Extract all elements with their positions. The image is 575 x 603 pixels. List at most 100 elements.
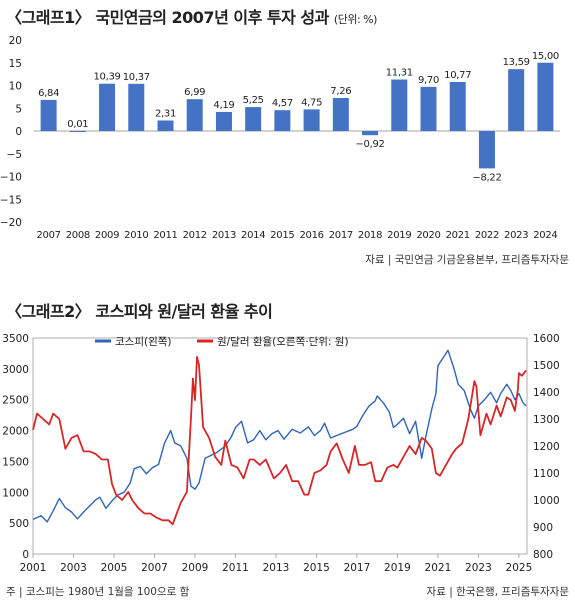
bar-value-label: 7,26 (330, 86, 351, 97)
x-tick-label: 2009 (95, 230, 119, 241)
x-tick-label: 2017 (329, 230, 353, 241)
x-tick-label: 2019 (387, 230, 411, 241)
bar-value-label: −8,22 (472, 172, 501, 183)
bar-value-label: 6,99 (184, 87, 205, 98)
y-tick-label: 15 (9, 58, 22, 70)
bar-value-label: 2,31 (155, 108, 176, 119)
x-tick-label: 2021 (446, 230, 470, 241)
bar-value-label: 6,84 (38, 88, 59, 99)
bar (303, 109, 320, 131)
bar (274, 110, 291, 131)
x-tick-label: 2025 (506, 562, 533, 574)
x-tick-label: 2013 (263, 562, 290, 574)
y-tick-label: 20 (9, 35, 22, 47)
chart1-unit: (단위: %) (333, 13, 377, 26)
bar (157, 120, 174, 131)
bar (478, 131, 495, 169)
y-right-tick-label: 900 (533, 522, 553, 534)
x-tick-label: 2014 (241, 230, 265, 241)
y-right-tick-label: 1400 (533, 387, 560, 399)
y-left-tick-label: 3500 (2, 333, 29, 345)
bar (449, 81, 466, 131)
y-left-tick-label: 500 (9, 518, 29, 530)
bar-value-label: 13,59 (503, 57, 530, 68)
bar-value-label: −0,92 (355, 139, 384, 150)
bar (215, 111, 232, 131)
bar-value-label: 0,01 (67, 119, 88, 130)
y-right-tick-label: 1100 (533, 468, 560, 480)
y-left-tick-label: 2500 (2, 395, 29, 407)
x-tick-label: 2005 (101, 562, 128, 574)
y-right-tick-label: 1500 (533, 360, 560, 372)
legend-label: 코스피(왼쪽) (115, 336, 172, 348)
y-left-tick-label: 2000 (2, 426, 29, 438)
chart1-title: 〈그래프1〉 국민연금의 2007년 이후 투자 성과 (단위: %) (6, 4, 377, 28)
bar-value-label: 15,00 (532, 51, 559, 62)
x-tick-label: 2023 (465, 562, 492, 574)
bar-value-label: 10,37 (123, 72, 150, 83)
bar (128, 83, 145, 131)
x-tick-label: 2011 (153, 230, 177, 241)
y-tick-label: −10 (0, 172, 22, 184)
x-tick-label: 2015 (303, 562, 330, 574)
bar-chart: 20151050−5−10−15−206,8420070,01200810,39… (0, 35, 560, 241)
bar (40, 99, 57, 131)
x-tick-label: 2015 (270, 230, 294, 241)
chart2-note: 주 | 코스피는 1980년 1월을 100으로 함 (6, 586, 190, 598)
plot-frame (32, 337, 528, 555)
y-left-tick-label: 0 (22, 549, 29, 561)
x-tick-label: 2003 (60, 562, 87, 574)
x-tick-label: 2008 (66, 230, 90, 241)
bar (99, 83, 116, 131)
bar (69, 130, 86, 132)
chart1-title-text: 〈그래프1〉 국민연금의 2007년 이후 투자 성과 (6, 8, 329, 27)
bar-value-label: 10,39 (93, 72, 120, 83)
bar-value-label: 4,57 (272, 98, 293, 109)
x-tick-label: 2018 (358, 230, 382, 241)
x-tick-label: 2024 (533, 230, 557, 241)
x-tick-label: 2007 (141, 562, 168, 574)
x-tick-label: 2016 (299, 230, 323, 241)
fx-line (32, 356, 527, 526)
x-tick-label: 2021 (425, 562, 452, 574)
x-tick-label: 2011 (222, 562, 249, 574)
x-tick-label: 2019 (384, 562, 411, 574)
y-right-tick-label: 1600 (533, 333, 560, 345)
bar-value-label: 9,70 (418, 75, 439, 86)
bar (245, 107, 262, 131)
y-left-tick-label: 1500 (2, 456, 29, 468)
x-tick-label: 2017 (344, 562, 371, 574)
y-tick-label: −20 (0, 217, 22, 229)
x-tick-label: 2009 (182, 562, 209, 574)
bar (391, 79, 408, 131)
x-tick-label: 2007 (36, 230, 60, 241)
bar (332, 97, 349, 131)
chart1-source: 자료 | 국민연금 기금운용본부, 프리즘투자자문 (365, 254, 569, 266)
bar (420, 86, 437, 131)
kospi-line (32, 349, 527, 523)
chart2-source: 자료 | 한국은행, 프리즘투자자문 (426, 586, 569, 598)
bar (186, 99, 203, 131)
x-tick-label: 2010 (124, 230, 148, 241)
bar (508, 69, 525, 131)
bar-value-label: 10,77 (444, 70, 471, 81)
bar-value-label: 4,19 (213, 100, 234, 111)
y-tick-label: 0 (15, 126, 22, 138)
y-tick-label: −5 (7, 149, 22, 161)
x-tick-label: 2013 (212, 230, 236, 241)
bar-value-label: 5,25 (243, 95, 264, 106)
y-left-tick-label: 3000 (2, 364, 29, 376)
y-tick-label: 10 (9, 81, 22, 93)
line-chart: 3500 3000 2500 2000 1500 1000 500 0 1600 1500 1400… (2, 333, 560, 574)
chart2-title: 〈그래프2〉 코스피와 원/달러 환율 추이 (6, 302, 273, 321)
y-right-tick-label: 1000 (533, 495, 560, 507)
bar (362, 131, 379, 136)
y-left-tick-label: 1000 (2, 487, 29, 499)
bar (537, 62, 554, 131)
x-tick-label: 2001 (20, 562, 47, 574)
y-right-tick-label: 1300 (533, 414, 560, 426)
y-tick-label: 5 (15, 103, 22, 115)
x-tick-label: 2012 (183, 230, 207, 241)
x-tick-label: 2023 (504, 230, 528, 241)
x-tick-label: 2022 (475, 230, 499, 241)
